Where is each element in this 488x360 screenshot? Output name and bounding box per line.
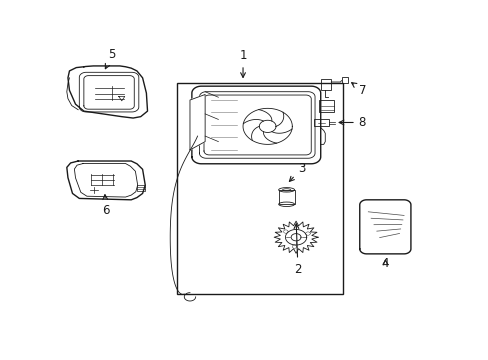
Polygon shape: [189, 94, 205, 150]
Text: 5: 5: [105, 48, 116, 69]
Bar: [318, 100, 333, 112]
Bar: [320, 79, 331, 90]
Text: 7: 7: [351, 83, 366, 97]
Text: 4: 4: [381, 257, 388, 270]
Text: 2: 2: [293, 224, 301, 276]
Bar: [341, 77, 347, 84]
Text: 3: 3: [289, 162, 305, 181]
Bar: [278, 190, 294, 204]
Bar: [176, 84, 343, 294]
Text: 6: 6: [102, 195, 109, 217]
Bar: [314, 118, 328, 126]
Text: 1: 1: [239, 49, 246, 77]
Bar: [137, 185, 145, 191]
Text: 8: 8: [339, 116, 366, 129]
